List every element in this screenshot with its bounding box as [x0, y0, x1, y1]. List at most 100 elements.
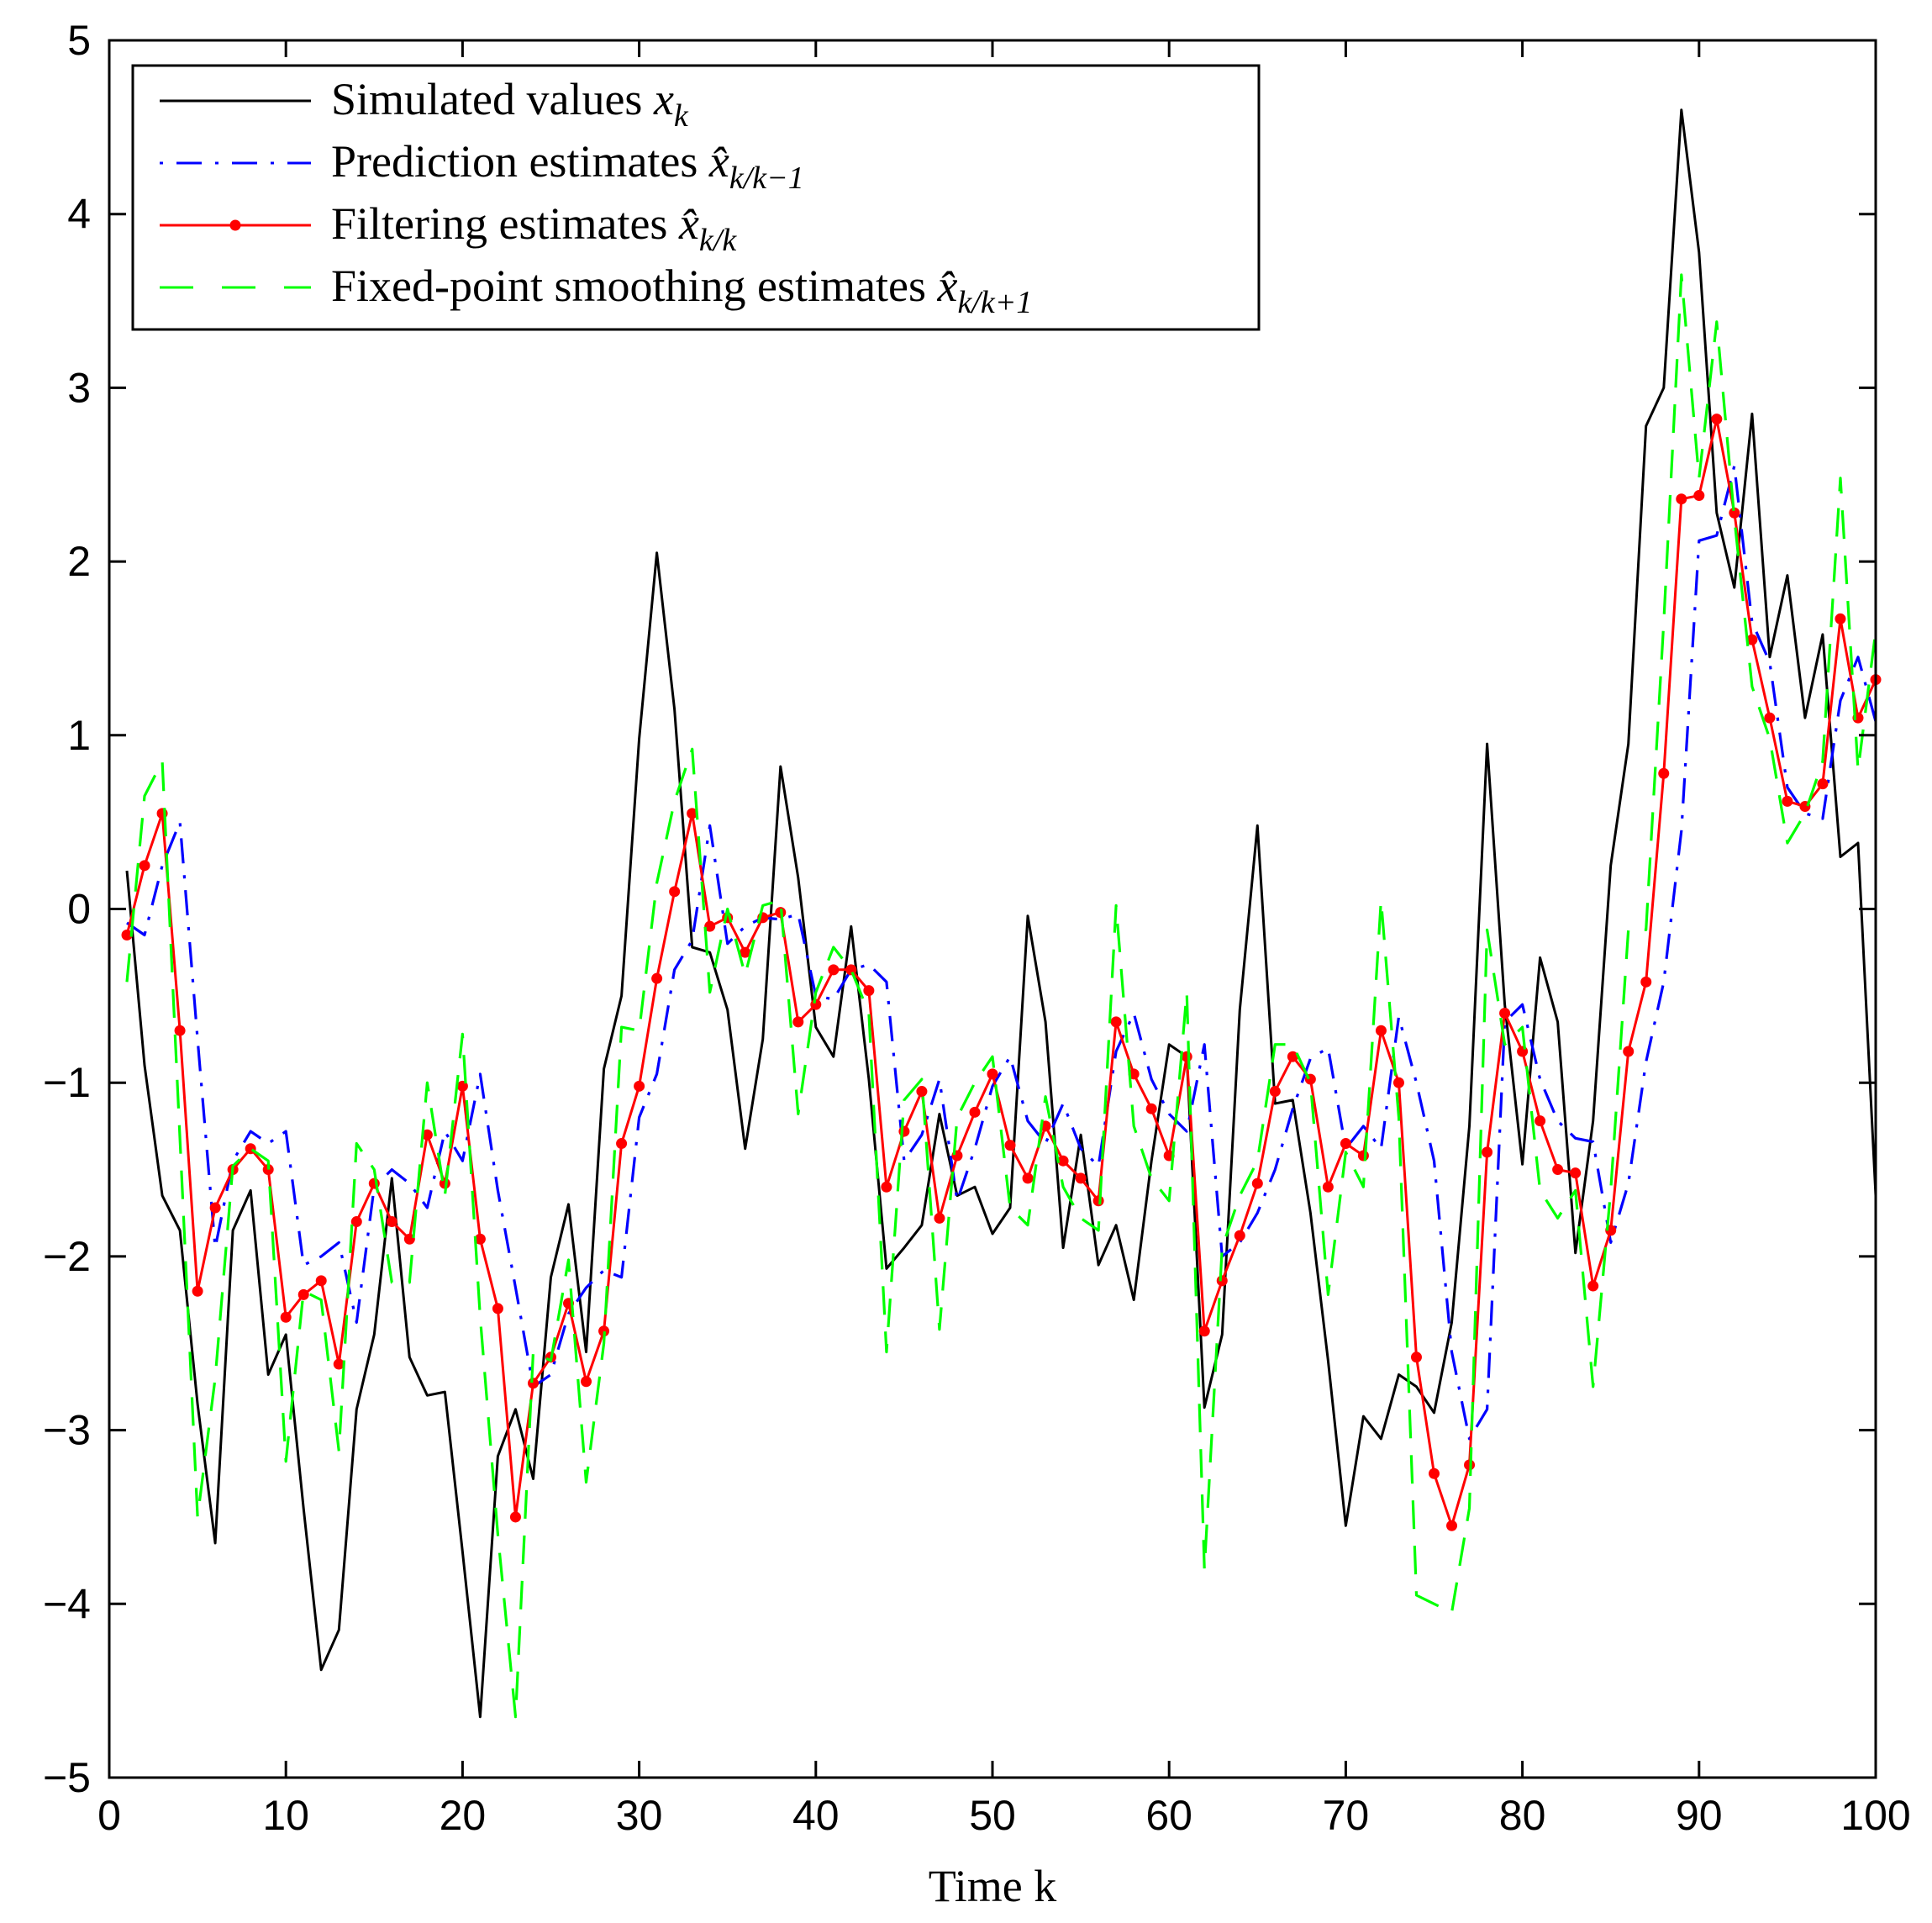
- series-line-0: [125, 108, 1877, 1719]
- data-point: [1535, 1115, 1546, 1127]
- data-point: [1322, 1181, 1334, 1193]
- data-point: [1570, 1167, 1582, 1179]
- data-point: [828, 964, 840, 976]
- data-point: [1198, 1325, 1210, 1337]
- ticks-layer: [108, 39, 1877, 1779]
- data-point: [1446, 1520, 1458, 1531]
- data-point: [987, 1068, 998, 1080]
- data-point: [1004, 1140, 1016, 1151]
- data-point: [916, 1086, 928, 1098]
- data-point: [474, 1233, 486, 1245]
- data-point: [350, 1216, 362, 1228]
- data-point: [1552, 1164, 1564, 1176]
- series-line-3: [125, 273, 1877, 1719]
- data-point: [1835, 613, 1846, 624]
- data-point: [1057, 1155, 1069, 1167]
- data-point: [209, 1202, 221, 1214]
- data-point: [1746, 634, 1758, 645]
- data-point: [421, 1129, 433, 1141]
- x-tick-label: 30: [616, 1792, 663, 1839]
- data-point: [1075, 1172, 1087, 1184]
- data-point: [1676, 493, 1687, 505]
- data-point: [1110, 1016, 1122, 1028]
- data-point: [1269, 1086, 1281, 1098]
- data-point: [651, 972, 663, 984]
- series-line-1: [126, 464, 1877, 1441]
- data-point: [969, 1106, 981, 1118]
- legend-label: Simulated values xk: [331, 74, 689, 134]
- data-point: [881, 1181, 892, 1193]
- data-point: [1340, 1138, 1351, 1150]
- data-point: [1817, 778, 1829, 790]
- data-point: [386, 1216, 397, 1228]
- data-point: [581, 1376, 592, 1388]
- data-point: [810, 998, 822, 1010]
- y-tick-labels: −5 −4 −3 −2 −1 0 1 2 3 4 5: [43, 17, 91, 1801]
- data-point: [192, 1285, 203, 1297]
- x-axis-title: Time k: [929, 1861, 1057, 1911]
- data-point: [616, 1138, 628, 1150]
- data-point: [704, 920, 716, 932]
- y-tick-label: 1: [67, 712, 91, 759]
- data-point: [121, 930, 133, 941]
- data-point: [1517, 1046, 1529, 1057]
- y-tick-label: 5: [67, 17, 91, 64]
- legend-label: Filtering estimates x̂k/k: [331, 198, 737, 258]
- data-point: [1375, 1025, 1387, 1036]
- series-3: [125, 273, 1877, 1719]
- data-point: [1729, 507, 1740, 519]
- series-layer: [121, 108, 1882, 1719]
- legend-entry-2: Filtering estimates x̂k/k: [160, 198, 737, 258]
- x-tick-label: 70: [1323, 1792, 1370, 1839]
- x-tick-labels: 0 10 20 30 40 50 60 70 80 90 100: [97, 1792, 1911, 1839]
- x-tick-label: 0: [97, 1792, 121, 1839]
- legend-label: Prediction estimates x̂k/k−1: [331, 136, 804, 196]
- x-tick-label: 50: [969, 1792, 1016, 1839]
- data-point: [1287, 1051, 1298, 1062]
- data-point: [509, 1511, 521, 1523]
- series-1: [126, 464, 1877, 1441]
- data-point: [1658, 767, 1670, 779]
- legend-entry-3: Fixed-point smoothing estimates x̂k/k+1: [160, 261, 1032, 320]
- x-tick-label: 60: [1145, 1792, 1192, 1839]
- data-point: [1782, 795, 1793, 807]
- data-point: [1392, 1077, 1404, 1088]
- data-point: [1499, 1008, 1511, 1019]
- data-point: [669, 886, 681, 898]
- legend-label: Fixed-point smoothing estimates x̂k/k+1: [331, 261, 1032, 320]
- data-point: [1145, 1103, 1157, 1114]
- y-tick-label: −3: [43, 1407, 91, 1454]
- data-point: [1711, 414, 1723, 425]
- x-tick-label: 20: [440, 1792, 487, 1839]
- data-point: [1764, 712, 1776, 724]
- data-point: [333, 1358, 345, 1370]
- data-point: [1092, 1195, 1104, 1207]
- y-tick-label: −1: [43, 1059, 91, 1106]
- data-point: [1640, 976, 1652, 988]
- data-point: [280, 1311, 292, 1323]
- y-tick-label: 0: [67, 886, 91, 933]
- series-0: [125, 108, 1877, 1719]
- x-tick-label: 40: [792, 1792, 840, 1839]
- legend-box: [131, 64, 1261, 331]
- data-point: [863, 985, 875, 997]
- data-point: [740, 946, 751, 958]
- x-tick-label: 100: [1840, 1792, 1910, 1839]
- data-point: [1693, 490, 1705, 502]
- data-point: [1357, 1150, 1369, 1162]
- data-point: [634, 1080, 645, 1092]
- data-point: [792, 1016, 804, 1028]
- data-point: [934, 1212, 945, 1224]
- data-point: [1587, 1280, 1599, 1292]
- y-tick-label: 2: [67, 538, 91, 585]
- y-tick-label: −2: [43, 1233, 91, 1280]
- data-point: [492, 1303, 503, 1314]
- data-point: [1410, 1351, 1422, 1363]
- data-point: [845, 964, 857, 976]
- data-point: [1022, 1172, 1034, 1184]
- legend-entry-0: Simulated values xk: [160, 74, 689, 134]
- data-point: [297, 1288, 309, 1300]
- y-tick-label: 4: [67, 191, 91, 238]
